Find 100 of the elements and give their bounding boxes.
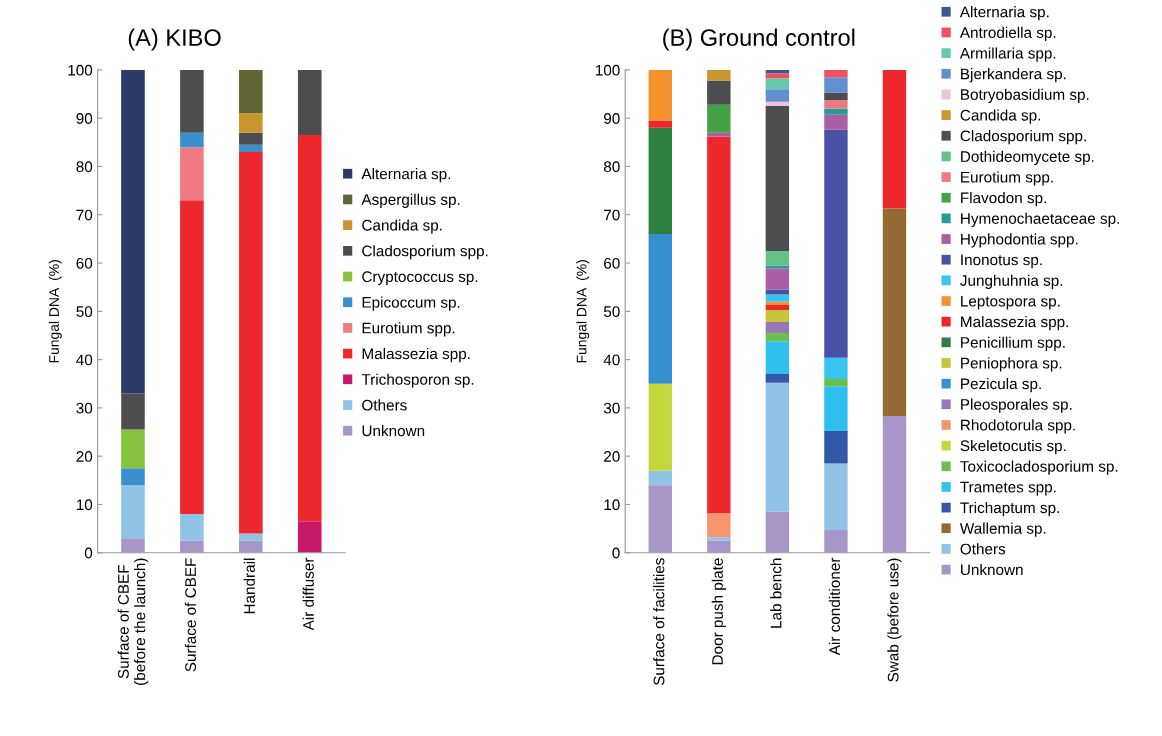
x-tick-label: Surface of CBEF (before the launch) <box>117 558 149 685</box>
legend-label: Others <box>362 399 407 411</box>
y-tick-label: 100 <box>68 64 93 76</box>
y-tick-label: 30 <box>603 402 620 414</box>
y-tick-label: 90 <box>76 113 93 124</box>
legend-label: Junghuhnia sp. <box>960 274 1063 289</box>
bar <box>765 73 790 79</box>
y-tick-label: 80 <box>603 161 620 173</box>
y-tick-label: 70 <box>76 209 93 221</box>
bar <box>882 208 907 417</box>
y-tick-label: 80 <box>76 161 93 173</box>
legend-label: Pleosporales sp. <box>961 398 1072 413</box>
bar <box>707 104 731 133</box>
legend-label: Others <box>960 543 1006 555</box>
bar <box>180 69 204 133</box>
chart-title: (B) Ground control <box>663 28 855 51</box>
bar <box>707 537 731 541</box>
bar <box>882 416 907 553</box>
legend-label: Penicillium spp. <box>961 336 1065 351</box>
legend-label: Cladosporium spp. <box>362 245 488 260</box>
bar <box>707 132 731 137</box>
bar <box>239 152 263 534</box>
y-axis-title: Fungal DNA (%) <box>576 260 590 363</box>
bar <box>180 540 204 553</box>
x-tick-label: Swab (before use) <box>887 558 902 682</box>
bar <box>239 69 263 114</box>
bar <box>239 144 263 152</box>
legend-label: Eurotium spp. <box>362 322 455 337</box>
bar <box>824 378 848 387</box>
x-tick-label: Surface of CBEF <box>184 558 196 672</box>
y-tick-label: 50 <box>603 306 620 318</box>
bar <box>765 265 790 269</box>
bar <box>648 69 672 121</box>
bar <box>824 530 848 553</box>
bar <box>765 321 790 334</box>
legend-label: Flavodon sp. <box>961 192 1046 207</box>
legend-label: Antrodiella sp. <box>959 26 1056 42</box>
bar <box>239 533 263 541</box>
legend-label: Toxicocladosporium sp. <box>960 460 1118 475</box>
bar <box>707 69 731 81</box>
legend-label: Armillaria spp. <box>959 47 1056 62</box>
bar <box>648 234 672 384</box>
y-tick-label: 70 <box>604 209 620 221</box>
y-tick-label: 20 <box>604 451 620 462</box>
bar <box>765 268 790 290</box>
bar <box>707 80 731 105</box>
legend-label: Alternaria sp. <box>361 168 451 183</box>
legend-label: Trichaptum sp. <box>960 501 1059 517</box>
bar <box>121 485 145 539</box>
legend-label: Botryobasidium sp. <box>961 88 1089 103</box>
legend-label: Trichosporon sp. <box>361 373 474 388</box>
bar <box>765 382 790 512</box>
bar <box>765 305 790 310</box>
legend-label: Malassezia spp. <box>961 315 1068 331</box>
bar <box>765 105 790 251</box>
legend-label: Peniophora sp. <box>961 357 1062 372</box>
y-tick-label: 100 <box>595 64 620 76</box>
bar <box>297 521 322 553</box>
bar <box>648 383 672 471</box>
bar <box>180 514 204 541</box>
bar <box>765 309 790 322</box>
bar <box>765 511 790 553</box>
bar <box>824 114 848 130</box>
y-tick-label: 60 <box>76 257 93 269</box>
legend-label: Aspergillus sp. <box>361 193 460 208</box>
bar <box>239 540 263 553</box>
bar <box>765 294 790 302</box>
y-tick-label: 20 <box>76 451 93 462</box>
bar <box>824 77 848 93</box>
legend-label: Leptospora sp. <box>961 295 1060 310</box>
bar <box>180 200 204 515</box>
x-tick-label: Handrail <box>243 558 255 614</box>
x-tick-label: Surface of facilities <box>653 558 665 686</box>
bar <box>297 69 322 136</box>
legend-label: Candida sp. <box>960 109 1040 124</box>
y-tick-label: 60 <box>604 257 620 269</box>
y-tick-label: 40 <box>603 354 620 366</box>
legend-label: Skeletocutis sp. <box>960 439 1066 455</box>
y-axis-title: Fungal DNA (%) <box>48 260 62 363</box>
legend-label: Alternaria sp. <box>959 6 1049 21</box>
bar <box>824 92 848 101</box>
bar <box>121 538 145 553</box>
legend-label: Hyphodontia spp. <box>961 233 1078 248</box>
legend-label: Unknown <box>362 425 425 437</box>
bar <box>824 69 848 78</box>
bar <box>882 69 907 209</box>
bar <box>648 127 672 235</box>
legend-label: Eurotium spp. <box>961 171 1053 186</box>
legend-label: Unknown <box>961 563 1023 576</box>
legend-label: Dothideomycete sp. <box>961 150 1094 165</box>
legend-label: Rhodotorula spp. <box>961 419 1075 434</box>
y-tick-label: 40 <box>76 354 93 366</box>
legend-label: Bjerkandera sp. <box>961 68 1066 83</box>
bar <box>824 129 848 358</box>
legend-label: Candida sp. <box>362 219 442 234</box>
y-tick-label: 10 <box>604 499 620 511</box>
bar <box>765 374 790 383</box>
bar <box>648 485 672 553</box>
bar <box>648 470 672 486</box>
legend-label: Cladosporium spp. <box>960 130 1086 145</box>
